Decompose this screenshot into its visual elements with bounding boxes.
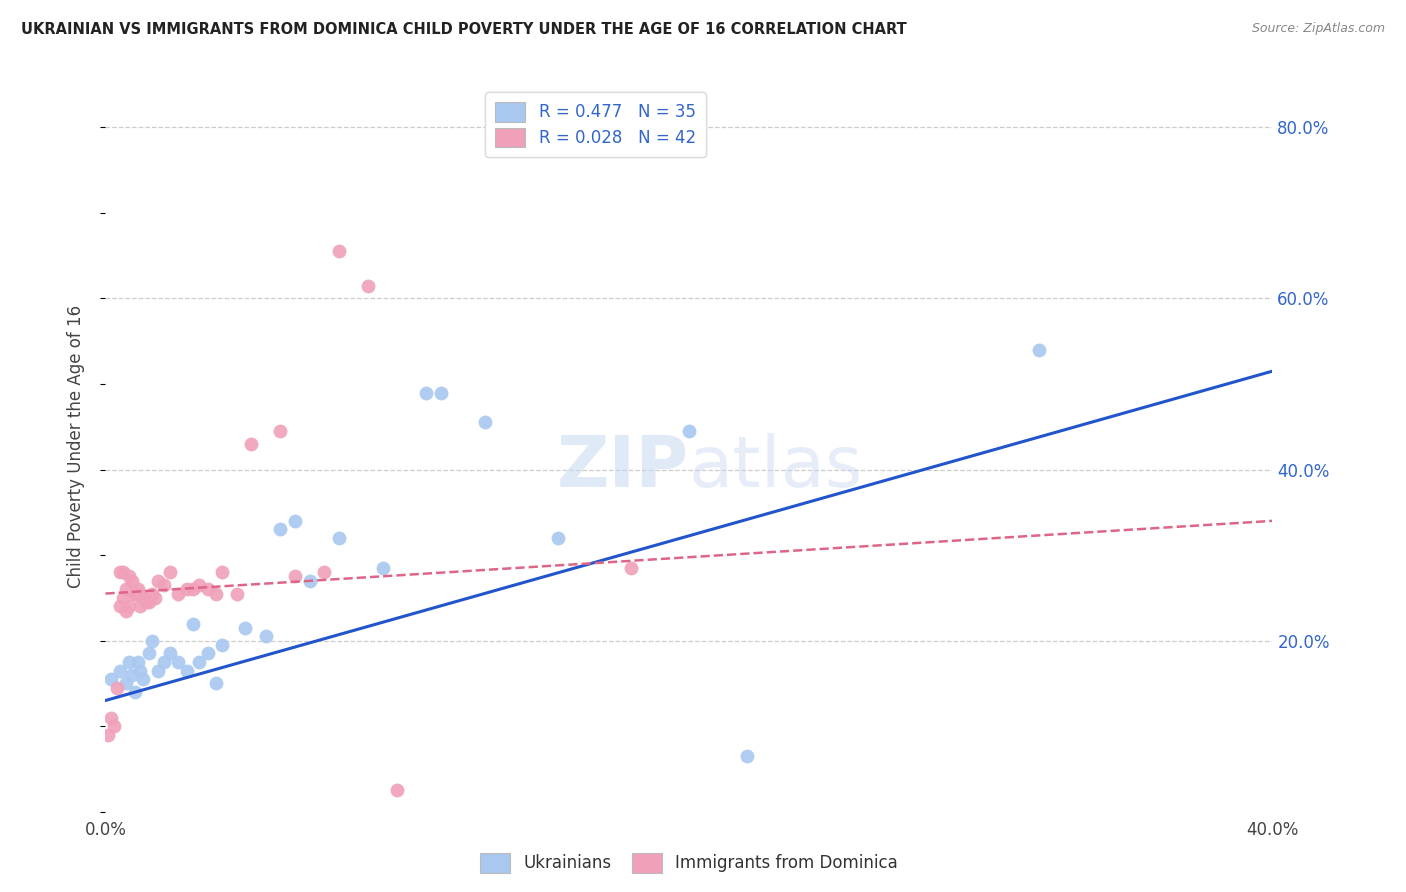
Point xyxy=(132,591,155,605)
Point xyxy=(619,561,641,575)
Point xyxy=(737,749,759,764)
Point xyxy=(143,591,166,605)
Point xyxy=(328,244,350,259)
Point xyxy=(118,569,141,583)
Text: UKRAINIAN VS IMMIGRANTS FROM DOMINICA CHILD POVERTY UNDER THE AGE OF 16 CORRELAT: UKRAINIAN VS IMMIGRANTS FROM DOMINICA CH… xyxy=(21,22,907,37)
Point xyxy=(118,655,141,669)
Point xyxy=(167,586,190,600)
Point xyxy=(197,582,219,597)
Point xyxy=(141,633,163,648)
Point xyxy=(415,385,437,400)
Point xyxy=(385,783,409,797)
Point xyxy=(176,664,198,678)
Point xyxy=(121,574,143,588)
Point xyxy=(298,574,321,588)
Text: ZIP: ZIP xyxy=(557,434,689,502)
Point xyxy=(159,565,181,579)
Point xyxy=(181,616,204,631)
Point xyxy=(284,569,307,583)
Point xyxy=(129,599,152,614)
Point xyxy=(254,629,277,643)
Point xyxy=(103,719,125,733)
Point xyxy=(430,385,453,400)
Point xyxy=(108,664,131,678)
Point xyxy=(108,565,131,579)
Point xyxy=(146,574,169,588)
Point xyxy=(124,586,146,600)
Point xyxy=(111,565,134,579)
Point xyxy=(197,647,219,661)
Point xyxy=(678,424,700,438)
Point xyxy=(97,728,120,742)
Point xyxy=(474,416,496,430)
Point xyxy=(118,599,141,614)
Point xyxy=(328,531,350,545)
Point xyxy=(135,595,157,609)
Point xyxy=(176,582,198,597)
Legend: R = 0.477   N = 35, R = 0.028   N = 42: R = 0.477 N = 35, R = 0.028 N = 42 xyxy=(485,92,706,157)
Point xyxy=(284,514,307,528)
Point xyxy=(108,599,131,614)
Point xyxy=(127,655,149,669)
Point xyxy=(181,582,204,597)
Point xyxy=(269,424,292,438)
Point xyxy=(187,578,209,592)
Point xyxy=(235,621,257,635)
Point xyxy=(314,565,336,579)
Point xyxy=(167,655,190,669)
Point xyxy=(141,586,163,600)
Point xyxy=(115,604,138,618)
Point xyxy=(211,565,233,579)
Point xyxy=(100,672,122,686)
Point xyxy=(132,672,155,686)
Point xyxy=(211,638,233,652)
Point xyxy=(225,586,247,600)
Point xyxy=(153,578,174,592)
Point xyxy=(357,278,380,293)
Point xyxy=(115,676,138,690)
Point xyxy=(1028,343,1050,357)
Point xyxy=(124,586,146,600)
Point xyxy=(127,582,149,597)
Legend: Ukrainians, Immigrants from Dominica: Ukrainians, Immigrants from Dominica xyxy=(474,847,904,880)
Text: Source: ZipAtlas.com: Source: ZipAtlas.com xyxy=(1251,22,1385,36)
Point xyxy=(124,685,146,699)
Point xyxy=(111,591,134,605)
Point xyxy=(205,586,228,600)
Text: atlas: atlas xyxy=(689,434,863,502)
Point xyxy=(153,655,174,669)
Point xyxy=(205,676,228,690)
Point xyxy=(159,647,181,661)
Point xyxy=(146,664,169,678)
Y-axis label: Child Poverty Under the Age of 16: Child Poverty Under the Age of 16 xyxy=(66,304,84,588)
Point xyxy=(547,531,569,545)
Point xyxy=(371,561,394,575)
Point xyxy=(115,582,138,597)
Point xyxy=(138,647,160,661)
Point xyxy=(100,711,122,725)
Point xyxy=(121,668,143,682)
Point xyxy=(129,664,152,678)
Point xyxy=(187,655,209,669)
Point xyxy=(269,523,292,537)
Point xyxy=(105,681,128,695)
Point xyxy=(138,595,160,609)
Point xyxy=(240,437,263,451)
Point xyxy=(129,586,152,600)
